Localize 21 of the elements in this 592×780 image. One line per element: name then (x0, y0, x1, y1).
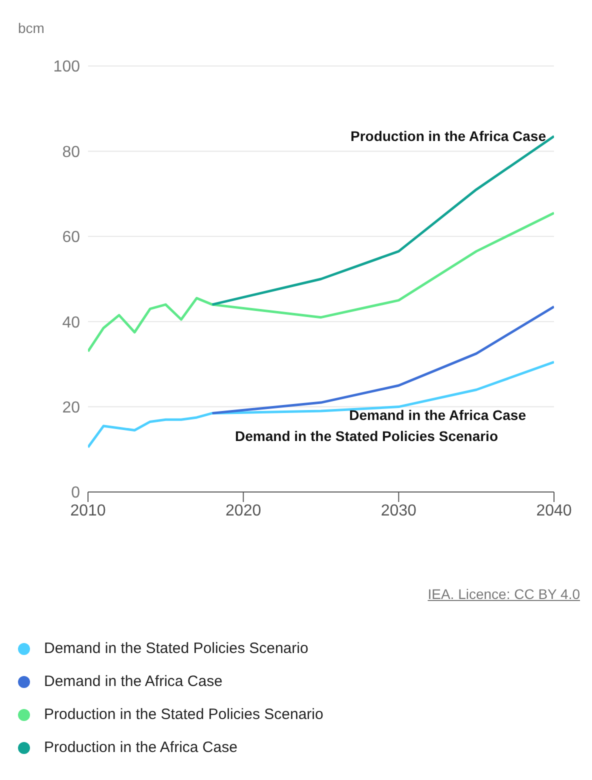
y-tick-label: 80 (62, 144, 80, 161)
annotation: Production in the Africa Case (350, 128, 546, 144)
x-tick-label: 2020 (226, 502, 262, 520)
y-tick-label: 100 (53, 58, 80, 76)
legend-label: Production in the Stated Policies Scenario (44, 706, 324, 723)
legend-label: Demand in the Africa Case (44, 673, 222, 690)
line-series (88, 360, 554, 449)
line-series (88, 212, 554, 353)
annotation: Demand in the Stated Policies Scenario (235, 428, 498, 444)
y-tick-label: 60 (62, 229, 80, 246)
text: IEA. Licence: CC BY 4.0 (428, 586, 580, 602)
y-tick-label: 0 (71, 484, 80, 502)
annotation: Demand in the Africa Case (349, 407, 526, 423)
y-tick-label: 20 (62, 399, 80, 416)
x-tick-label: 2040 (536, 502, 572, 520)
x-tick-label: 2030 (380, 502, 417, 520)
y-axis-title: bcm (18, 20, 44, 36)
legend-label: Demand in the Stated Policies Scenario (44, 640, 308, 657)
x-tick-label: 2010 (70, 502, 106, 520)
legend-label: Production in the Africa Case (44, 739, 238, 756)
y-tick-label: 40 (62, 314, 80, 332)
